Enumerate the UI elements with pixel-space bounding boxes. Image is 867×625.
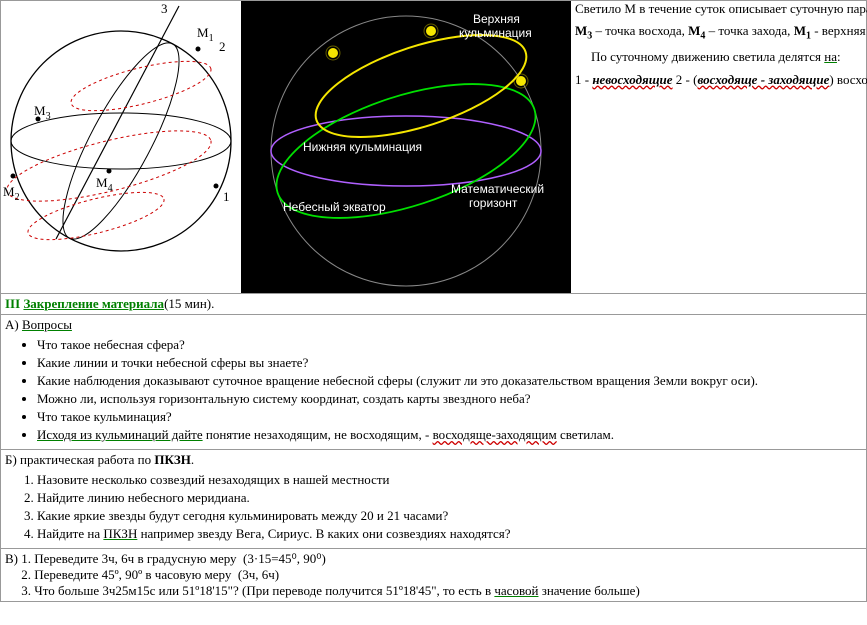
para-2: М3 – точка восхода, М4 – точка захода, М… [575,23,867,43]
description-text: Светило М в течение суток описывает суто… [571,1,867,293]
list-item: Какие яркие звезды будут сегодня кульмин… [37,508,862,524]
svg-text:Нижняя кульминация: Нижняя кульминация [303,140,422,154]
label-m1: M1 [197,25,214,44]
label-m2: M2 [3,184,20,203]
list-item: Что такое небесная сфера? [37,337,862,353]
svg-text:Верхняя: Верхняя [473,12,520,26]
list-item: Какие линии и точки небесной сферы вы зн… [37,355,862,371]
label-3: 3 [161,1,168,16]
label-m4: M4 [96,175,113,194]
block-b-heading: Б) практическая работа по ПКЗН. [5,452,862,468]
label-1: 1 [223,189,230,204]
para-4: 1 - невосходящие 2 - (восходяще - заходя… [575,72,867,88]
label-2: 2 [219,39,226,54]
block-a-heading: A) Вопросы [5,317,862,333]
list-item: Можно ли, используя горизонтальную систе… [37,391,862,407]
line-v2: 2. Переведите 45º, 90º в часовую меру (3… [5,567,862,583]
list-item: Найдите на ПКЗН например звезду Вега, Си… [37,526,862,542]
list-item: Назовите несколько созвездий незаходящих… [37,472,862,488]
left-diagram: 3 M1 2 M3 M4 M2 1 [1,1,241,293]
line-v3: 3. Что больше 3ч25м15с или 51º18'15"? (П… [5,583,862,599]
block-b: Б) практическая работа по ПКЗН. Назовите… [1,450,867,549]
block-v: В) 1. Переведите 3ч, 6ч в градусную меру… [1,549,867,602]
svg-text:кульминация: кульминация [459,26,532,40]
center-diagram: Верхняя кульминация Нижняя кульминация Н… [241,1,571,293]
list-item: Что такое кульминация? [37,409,862,425]
list-item: Исходя из кульминаций дайте понятие неза… [37,427,862,443]
svg-text:горизонт: горизонт [469,196,518,210]
practical-list: Назовите несколько созвездий незаходящих… [37,472,862,542]
svg-text:Математический: Математический [451,182,544,196]
line-v1: В) 1. Переведите 3ч, 6ч в градусную меру… [5,551,862,567]
questions-list: Что такое небесная сфера? Какие линии и … [37,337,862,443]
svg-text:Небесный экватор: Небесный экватор [283,200,386,214]
section-iii-title: III Закрепление материала(15 мин). [1,294,867,315]
para-3: По суточному движению светила делятся на… [575,49,867,65]
list-item: Какие наблюдения доказывают суточное вра… [37,373,862,389]
list-item: Найдите линию небесного меридиана. [37,490,862,506]
block-a: A) Вопросы Что такое небесная сфера? Как… [1,315,867,450]
para-1: Светило М в течение суток описывает суто… [575,1,867,17]
